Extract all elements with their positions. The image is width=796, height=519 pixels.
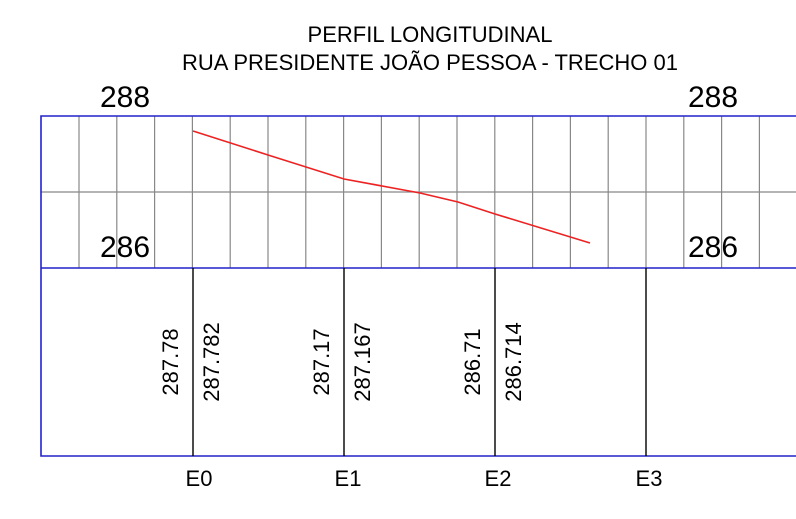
station-label: E0	[186, 466, 213, 491]
elevation-label: 286	[688, 231, 738, 264]
elevation-label: 286	[100, 231, 150, 264]
design-elevation: 287.167	[350, 322, 375, 402]
station-label: E2	[485, 466, 512, 491]
elevation-label: 288	[688, 81, 738, 114]
design-elevation: 287.782	[199, 322, 224, 402]
elevation-label: 288	[100, 81, 150, 114]
title-line2: RUA PRESIDENTE JOÃO PESSOA - TRECHO 01	[182, 50, 678, 75]
terrain-elevation: 286.71	[460, 328, 485, 395]
terrain-elevation: 287.78	[158, 328, 183, 395]
grid	[41, 116, 796, 268]
terrain-elevation: 287.17	[309, 328, 334, 395]
station-label: E1	[335, 466, 362, 491]
title-line1: PERFIL LONGITUDINAL	[308, 22, 553, 47]
station-lines	[192, 268, 647, 456]
station-label: E3	[636, 466, 663, 491]
frame	[40, 115, 796, 457]
design-elevation: 286.714	[501, 322, 526, 402]
profile-line	[192, 130, 591, 244]
